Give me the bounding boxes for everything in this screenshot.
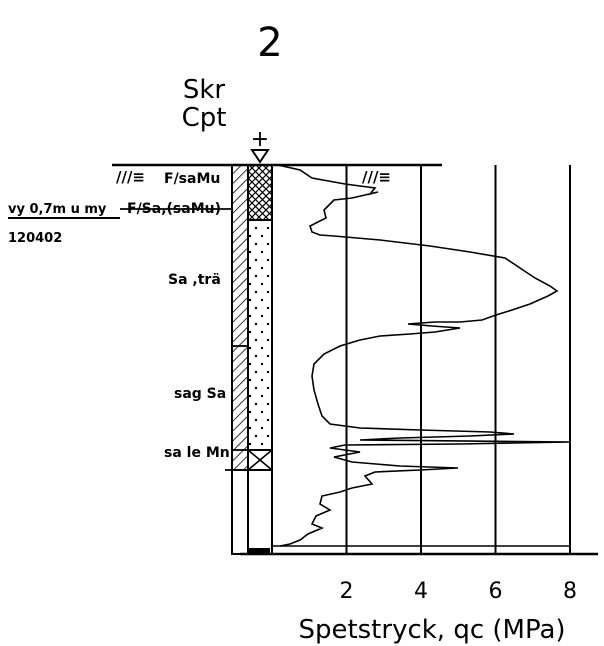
soil-hatch-strip [231, 164, 249, 471]
soil-layer-label: sag Sa [174, 386, 226, 402]
x-tick-label: 6 [489, 579, 503, 604]
x-tick-label: 2 [340, 579, 354, 604]
water-symbol-right: ///≡ [362, 168, 391, 186]
level-note: vy 0,7m u my [8, 202, 107, 217]
chart-grid [240, 165, 598, 556]
layer-cross-marker [247, 449, 273, 471]
soil-column [120, 164, 273, 555]
water-symbol-left: ///≡ [116, 168, 145, 186]
soil-fill-topsoil [247, 164, 273, 221]
soil-layer-label: Sa ,trä [168, 272, 221, 288]
x-axis-title: Spetstryck, qc (MPa) [298, 615, 565, 645]
x-axis-ticks: 2 4 6 8 [340, 579, 578, 604]
soil-column-lower [231, 469, 273, 555]
soil-layer-label: sa le Mn [164, 445, 230, 461]
column-base-block [248, 548, 270, 555]
x-tick-label: 4 [414, 579, 428, 604]
method-label-skr: Skr [183, 75, 226, 105]
soil-layer-label: F/saMu [164, 171, 220, 187]
sheet-number: 2 [257, 20, 282, 66]
ground-plus-marker: + [251, 127, 269, 152]
groundwater-triangle-icon [250, 149, 270, 164]
x-tick-label: 8 [563, 579, 577, 604]
method-label-cpt: Cpt [182, 103, 227, 133]
soil-fill-sand [247, 219, 273, 451]
cone-resistance-curve [277, 164, 571, 547]
date-note: 120402 [8, 231, 62, 246]
